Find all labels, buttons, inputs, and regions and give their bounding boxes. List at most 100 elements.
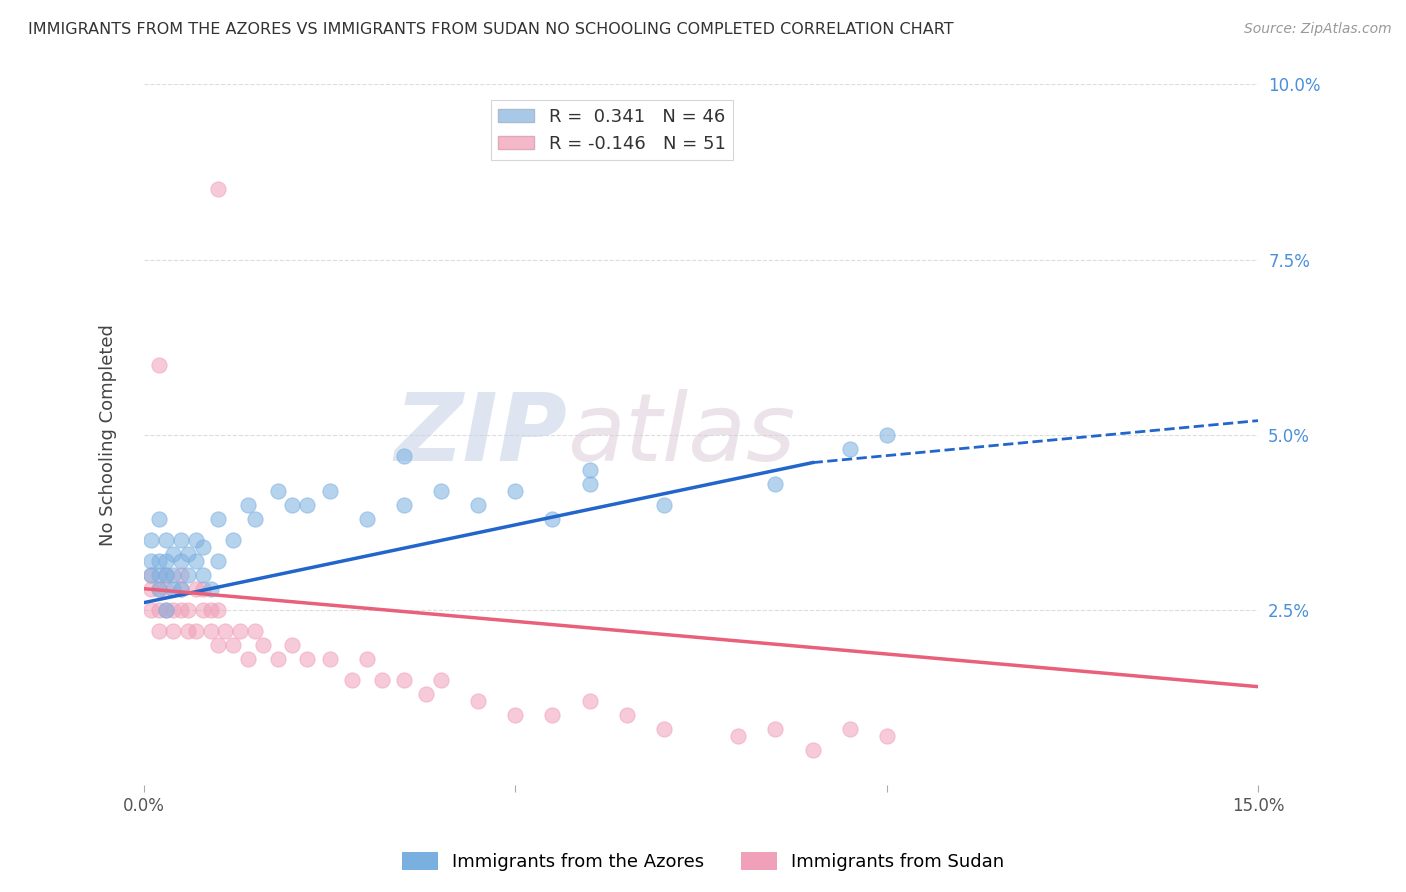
- Point: [177, 547, 200, 561]
- Point: [266, 483, 288, 498]
- Text: atlas: atlas: [568, 389, 796, 480]
- Point: [236, 651, 259, 665]
- Point: [252, 638, 274, 652]
- Point: [141, 567, 163, 582]
- Point: [392, 498, 415, 512]
- Point: [162, 582, 184, 596]
- Point: [155, 533, 177, 547]
- Point: [207, 638, 229, 652]
- Point: [148, 511, 170, 525]
- Point: [200, 582, 222, 596]
- Point: [578, 462, 600, 476]
- Point: [430, 673, 453, 687]
- Point: [297, 498, 319, 512]
- Point: [430, 483, 453, 498]
- Point: [765, 722, 787, 736]
- Point: [170, 582, 193, 596]
- Point: [318, 483, 340, 498]
- Point: [148, 582, 170, 596]
- Point: [505, 483, 527, 498]
- Point: [162, 624, 184, 638]
- Point: [214, 624, 236, 638]
- Point: [392, 673, 415, 687]
- Point: [415, 687, 437, 701]
- Point: [207, 511, 229, 525]
- Point: [148, 567, 170, 582]
- Point: [162, 567, 184, 582]
- Point: [193, 567, 215, 582]
- Point: [141, 582, 163, 596]
- Point: [193, 602, 215, 616]
- Text: IMMIGRANTS FROM THE AZORES VS IMMIGRANTS FROM SUDAN NO SCHOOLING COMPLETED CORRE: IMMIGRANTS FROM THE AZORES VS IMMIGRANTS…: [28, 22, 953, 37]
- Point: [505, 707, 527, 722]
- Point: [148, 554, 170, 568]
- Point: [467, 498, 489, 512]
- Point: [162, 547, 184, 561]
- Point: [177, 567, 200, 582]
- Point: [193, 540, 215, 554]
- Legend: R =  0.341   N = 46, R = -0.146   N = 51: R = 0.341 N = 46, R = -0.146 N = 51: [491, 101, 733, 160]
- Point: [765, 476, 787, 491]
- Point: [578, 476, 600, 491]
- Point: [222, 533, 245, 547]
- Point: [340, 673, 363, 687]
- Point: [356, 511, 378, 525]
- Legend: Immigrants from the Azores, Immigrants from Sudan: Immigrants from the Azores, Immigrants f…: [395, 845, 1011, 879]
- Point: [155, 554, 177, 568]
- Point: [148, 358, 170, 372]
- Point: [318, 651, 340, 665]
- Point: [838, 722, 860, 736]
- Point: [141, 567, 163, 582]
- Point: [170, 567, 193, 582]
- Point: [245, 511, 267, 525]
- Point: [578, 694, 600, 708]
- Point: [162, 602, 184, 616]
- Point: [876, 427, 898, 442]
- Point: [541, 511, 564, 525]
- Text: Source: ZipAtlas.com: Source: ZipAtlas.com: [1244, 22, 1392, 37]
- Point: [193, 582, 215, 596]
- Point: [467, 694, 489, 708]
- Point: [392, 449, 415, 463]
- Point: [141, 533, 163, 547]
- Point: [155, 602, 177, 616]
- Point: [356, 651, 378, 665]
- Point: [184, 624, 207, 638]
- Text: ZIP: ZIP: [395, 389, 568, 481]
- Point: [170, 533, 193, 547]
- Point: [245, 624, 267, 638]
- Point: [541, 707, 564, 722]
- Point: [838, 442, 860, 456]
- Point: [229, 624, 252, 638]
- Point: [876, 729, 898, 743]
- Point: [652, 722, 675, 736]
- Point: [148, 602, 170, 616]
- Point: [177, 624, 200, 638]
- Point: [184, 582, 207, 596]
- Point: [155, 582, 177, 596]
- Point: [170, 582, 193, 596]
- Point: [266, 651, 288, 665]
- Point: [222, 638, 245, 652]
- Point: [177, 602, 200, 616]
- Point: [281, 498, 304, 512]
- Point: [170, 554, 193, 568]
- Point: [141, 602, 163, 616]
- Point: [170, 602, 193, 616]
- Point: [370, 673, 392, 687]
- Point: [155, 567, 177, 582]
- Point: [200, 602, 222, 616]
- Point: [184, 533, 207, 547]
- Point: [801, 743, 824, 757]
- Point: [207, 554, 229, 568]
- Point: [155, 567, 177, 582]
- Point: [616, 707, 638, 722]
- Point: [141, 554, 163, 568]
- Point: [184, 554, 207, 568]
- Point: [207, 182, 229, 196]
- Point: [200, 624, 222, 638]
- Point: [297, 651, 319, 665]
- Point: [236, 498, 259, 512]
- Point: [652, 498, 675, 512]
- Point: [155, 602, 177, 616]
